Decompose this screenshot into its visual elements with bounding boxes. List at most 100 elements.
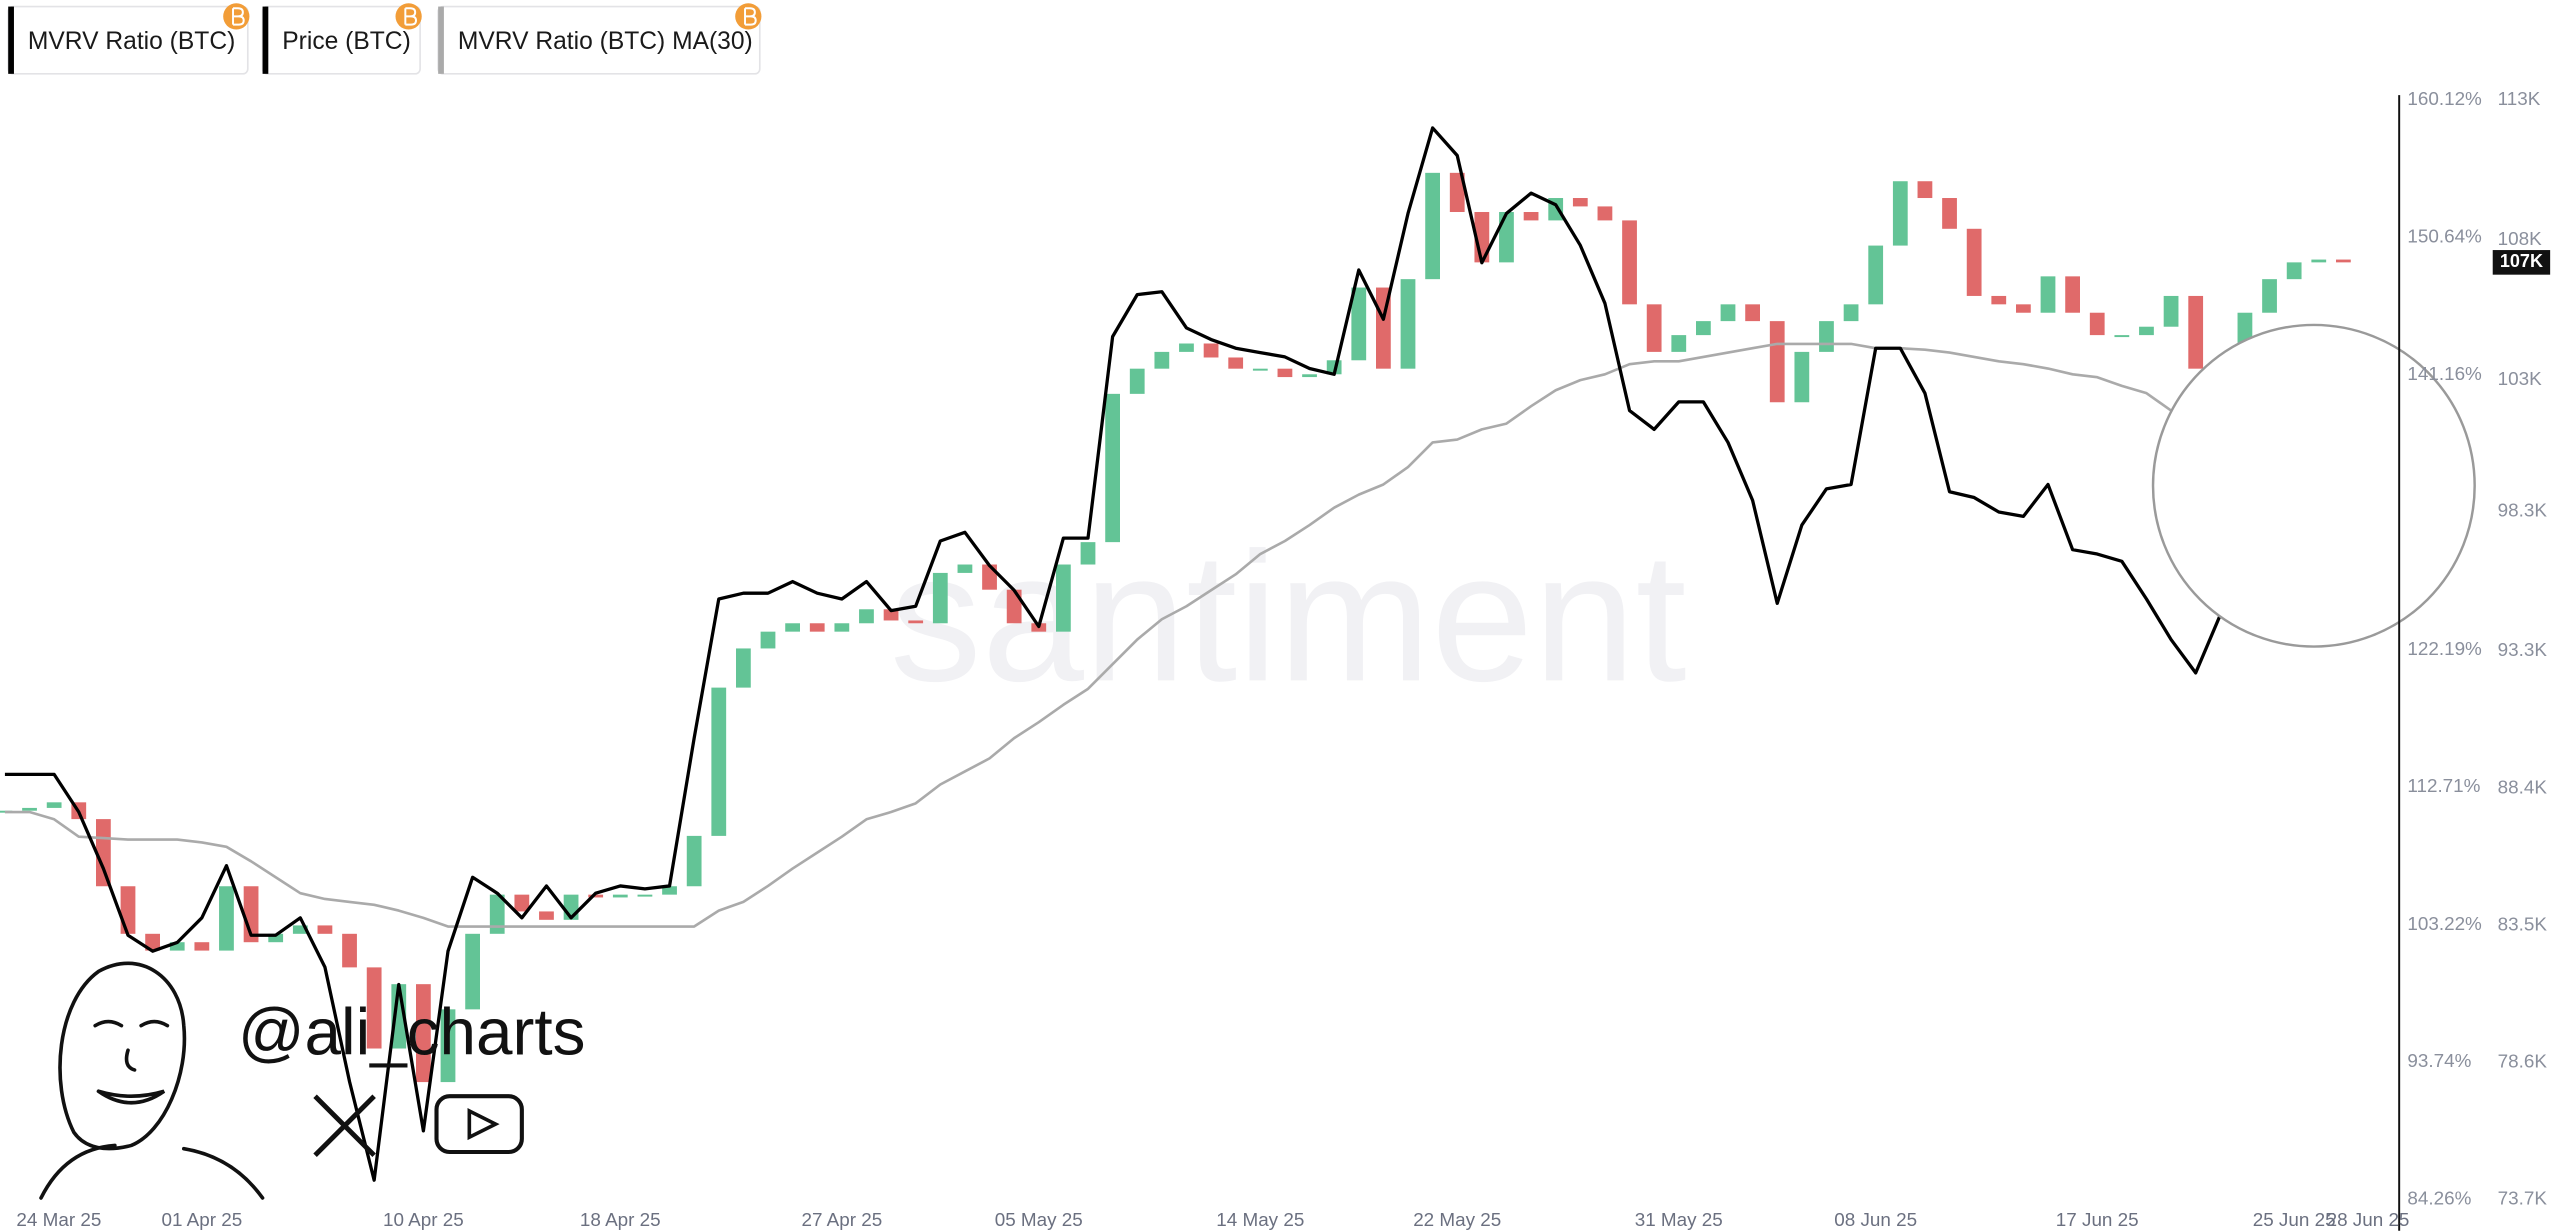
candle bbox=[957, 564, 973, 573]
y2-tick-label: 103K bbox=[2498, 368, 2542, 389]
candle bbox=[1769, 321, 1785, 403]
candle bbox=[834, 623, 850, 632]
candle bbox=[366, 967, 382, 1049]
candle bbox=[465, 933, 480, 1010]
legend-swatch bbox=[8, 6, 14, 74]
candle bbox=[1868, 245, 1884, 305]
x-tick-label: 22 May 25 bbox=[1413, 1209, 1501, 1230]
avatar-sketch bbox=[39, 961, 265, 1200]
candle bbox=[686, 835, 702, 887]
candle bbox=[440, 1009, 456, 1083]
candle bbox=[1277, 368, 1293, 378]
candle bbox=[1942, 198, 1957, 229]
legend: MVRV Ratio (BTC) Price (BTC) MVRV Ratio (B… bbox=[7, 3, 762, 75]
candle bbox=[1006, 589, 1022, 624]
candle bbox=[785, 623, 800, 632]
last-value-label: 107K bbox=[2500, 251, 2543, 271]
candle bbox=[2286, 262, 2302, 280]
x-tick-label: 28 Jun 25 bbox=[2327, 1209, 2410, 1230]
candle bbox=[1745, 304, 1760, 322]
candle bbox=[1917, 181, 1933, 199]
candle bbox=[588, 894, 604, 898]
candle bbox=[1991, 295, 2007, 305]
candle bbox=[1622, 220, 1637, 305]
candle bbox=[1154, 351, 1170, 369]
candle bbox=[1794, 351, 1810, 403]
candle bbox=[194, 942, 210, 951]
candle bbox=[1252, 368, 1268, 371]
x-tick-label: 17 Jun 25 bbox=[2056, 1209, 2139, 1230]
candle bbox=[1892, 181, 1908, 246]
candle bbox=[932, 572, 948, 624]
candle bbox=[1228, 357, 1244, 369]
candle bbox=[22, 807, 37, 811]
candle bbox=[662, 886, 677, 895]
candle bbox=[1523, 212, 1539, 221]
candle bbox=[760, 631, 776, 649]
candle bbox=[1203, 343, 1219, 358]
candle bbox=[1597, 206, 1613, 221]
overlay bbox=[2151, 95, 2476, 1231]
legend-label: MVRV Ratio (BTC) MA(30) bbox=[458, 28, 753, 55]
candle bbox=[96, 819, 111, 887]
candle bbox=[2336, 259, 2351, 263]
candle bbox=[2040, 276, 2056, 313]
candle bbox=[1056, 564, 1071, 632]
x-tick-label: 24 Mar 25 bbox=[16, 1209, 101, 1230]
x-tick-label: 25 Jun 25 bbox=[2253, 1209, 2336, 1230]
y2-tick-label: 98.3K bbox=[2498, 499, 2548, 520]
watermark: santiment bbox=[890, 514, 1687, 719]
candle bbox=[219, 886, 234, 951]
x-tick-label: 10 Apr 25 bbox=[383, 1209, 464, 1230]
handle: @ali_charts bbox=[238, 995, 585, 1068]
candle bbox=[2065, 276, 2080, 313]
candle bbox=[2114, 335, 2130, 338]
y2-tick-label: 93.3K bbox=[2498, 639, 2548, 660]
y2-tick-label: 83.5K bbox=[2498, 913, 2548, 934]
plot-area bbox=[0, 126, 2351, 1182]
x-tick-label: 05 May 25 bbox=[995, 1209, 1083, 1230]
y-tick-label: 103.22% bbox=[2407, 913, 2482, 934]
candle bbox=[416, 984, 431, 1083]
candle bbox=[2163, 295, 2179, 327]
y-tick-label: 150.64% bbox=[2407, 225, 2482, 246]
candle bbox=[539, 911, 554, 920]
line bbox=[4, 342, 2344, 928]
candle bbox=[1129, 368, 1145, 394]
candle bbox=[809, 623, 825, 632]
candle bbox=[514, 894, 530, 912]
branding: @ali_charts bbox=[39, 961, 585, 1200]
candle bbox=[1179, 343, 1194, 352]
y-tick-label: 93.74% bbox=[2407, 1050, 2471, 1071]
candle bbox=[711, 687, 727, 836]
candle bbox=[859, 609, 874, 624]
x-tick-label: 08 Jun 25 bbox=[1834, 1209, 1917, 1230]
candle bbox=[1819, 321, 1834, 352]
candle bbox=[342, 933, 357, 968]
candle bbox=[1351, 287, 1367, 361]
candle bbox=[169, 942, 185, 951]
y-tick-label: 160.12% bbox=[2407, 88, 2482, 109]
candle bbox=[2188, 295, 2204, 369]
y-tick-label: 141.16% bbox=[2407, 363, 2482, 384]
y2-tick-label: 113K bbox=[2498, 88, 2541, 109]
bitcoin-glyph bbox=[404, 7, 417, 26]
legend-label: MVRV Ratio (BTC) bbox=[28, 28, 235, 55]
candle bbox=[2016, 304, 2031, 313]
candle bbox=[1671, 335, 1687, 352]
y2-tick-label: 88.4K bbox=[2498, 776, 2548, 797]
candle bbox=[145, 933, 160, 951]
x-tick-label: 01 Apr 25 bbox=[161, 1209, 242, 1230]
line bbox=[4, 126, 2344, 1182]
candle bbox=[908, 620, 924, 624]
candle bbox=[1843, 304, 1859, 322]
legend-label: Price (BTC) bbox=[282, 28, 411, 55]
youtube-logo bbox=[434, 1094, 524, 1155]
x-tick-label: 18 Apr 25 bbox=[580, 1209, 661, 1230]
candle bbox=[1400, 279, 1416, 369]
candle bbox=[1499, 212, 1514, 263]
y2-tick-label: 78.6K bbox=[2498, 1050, 2548, 1071]
candle bbox=[1302, 374, 1317, 378]
candle bbox=[2089, 312, 2105, 336]
